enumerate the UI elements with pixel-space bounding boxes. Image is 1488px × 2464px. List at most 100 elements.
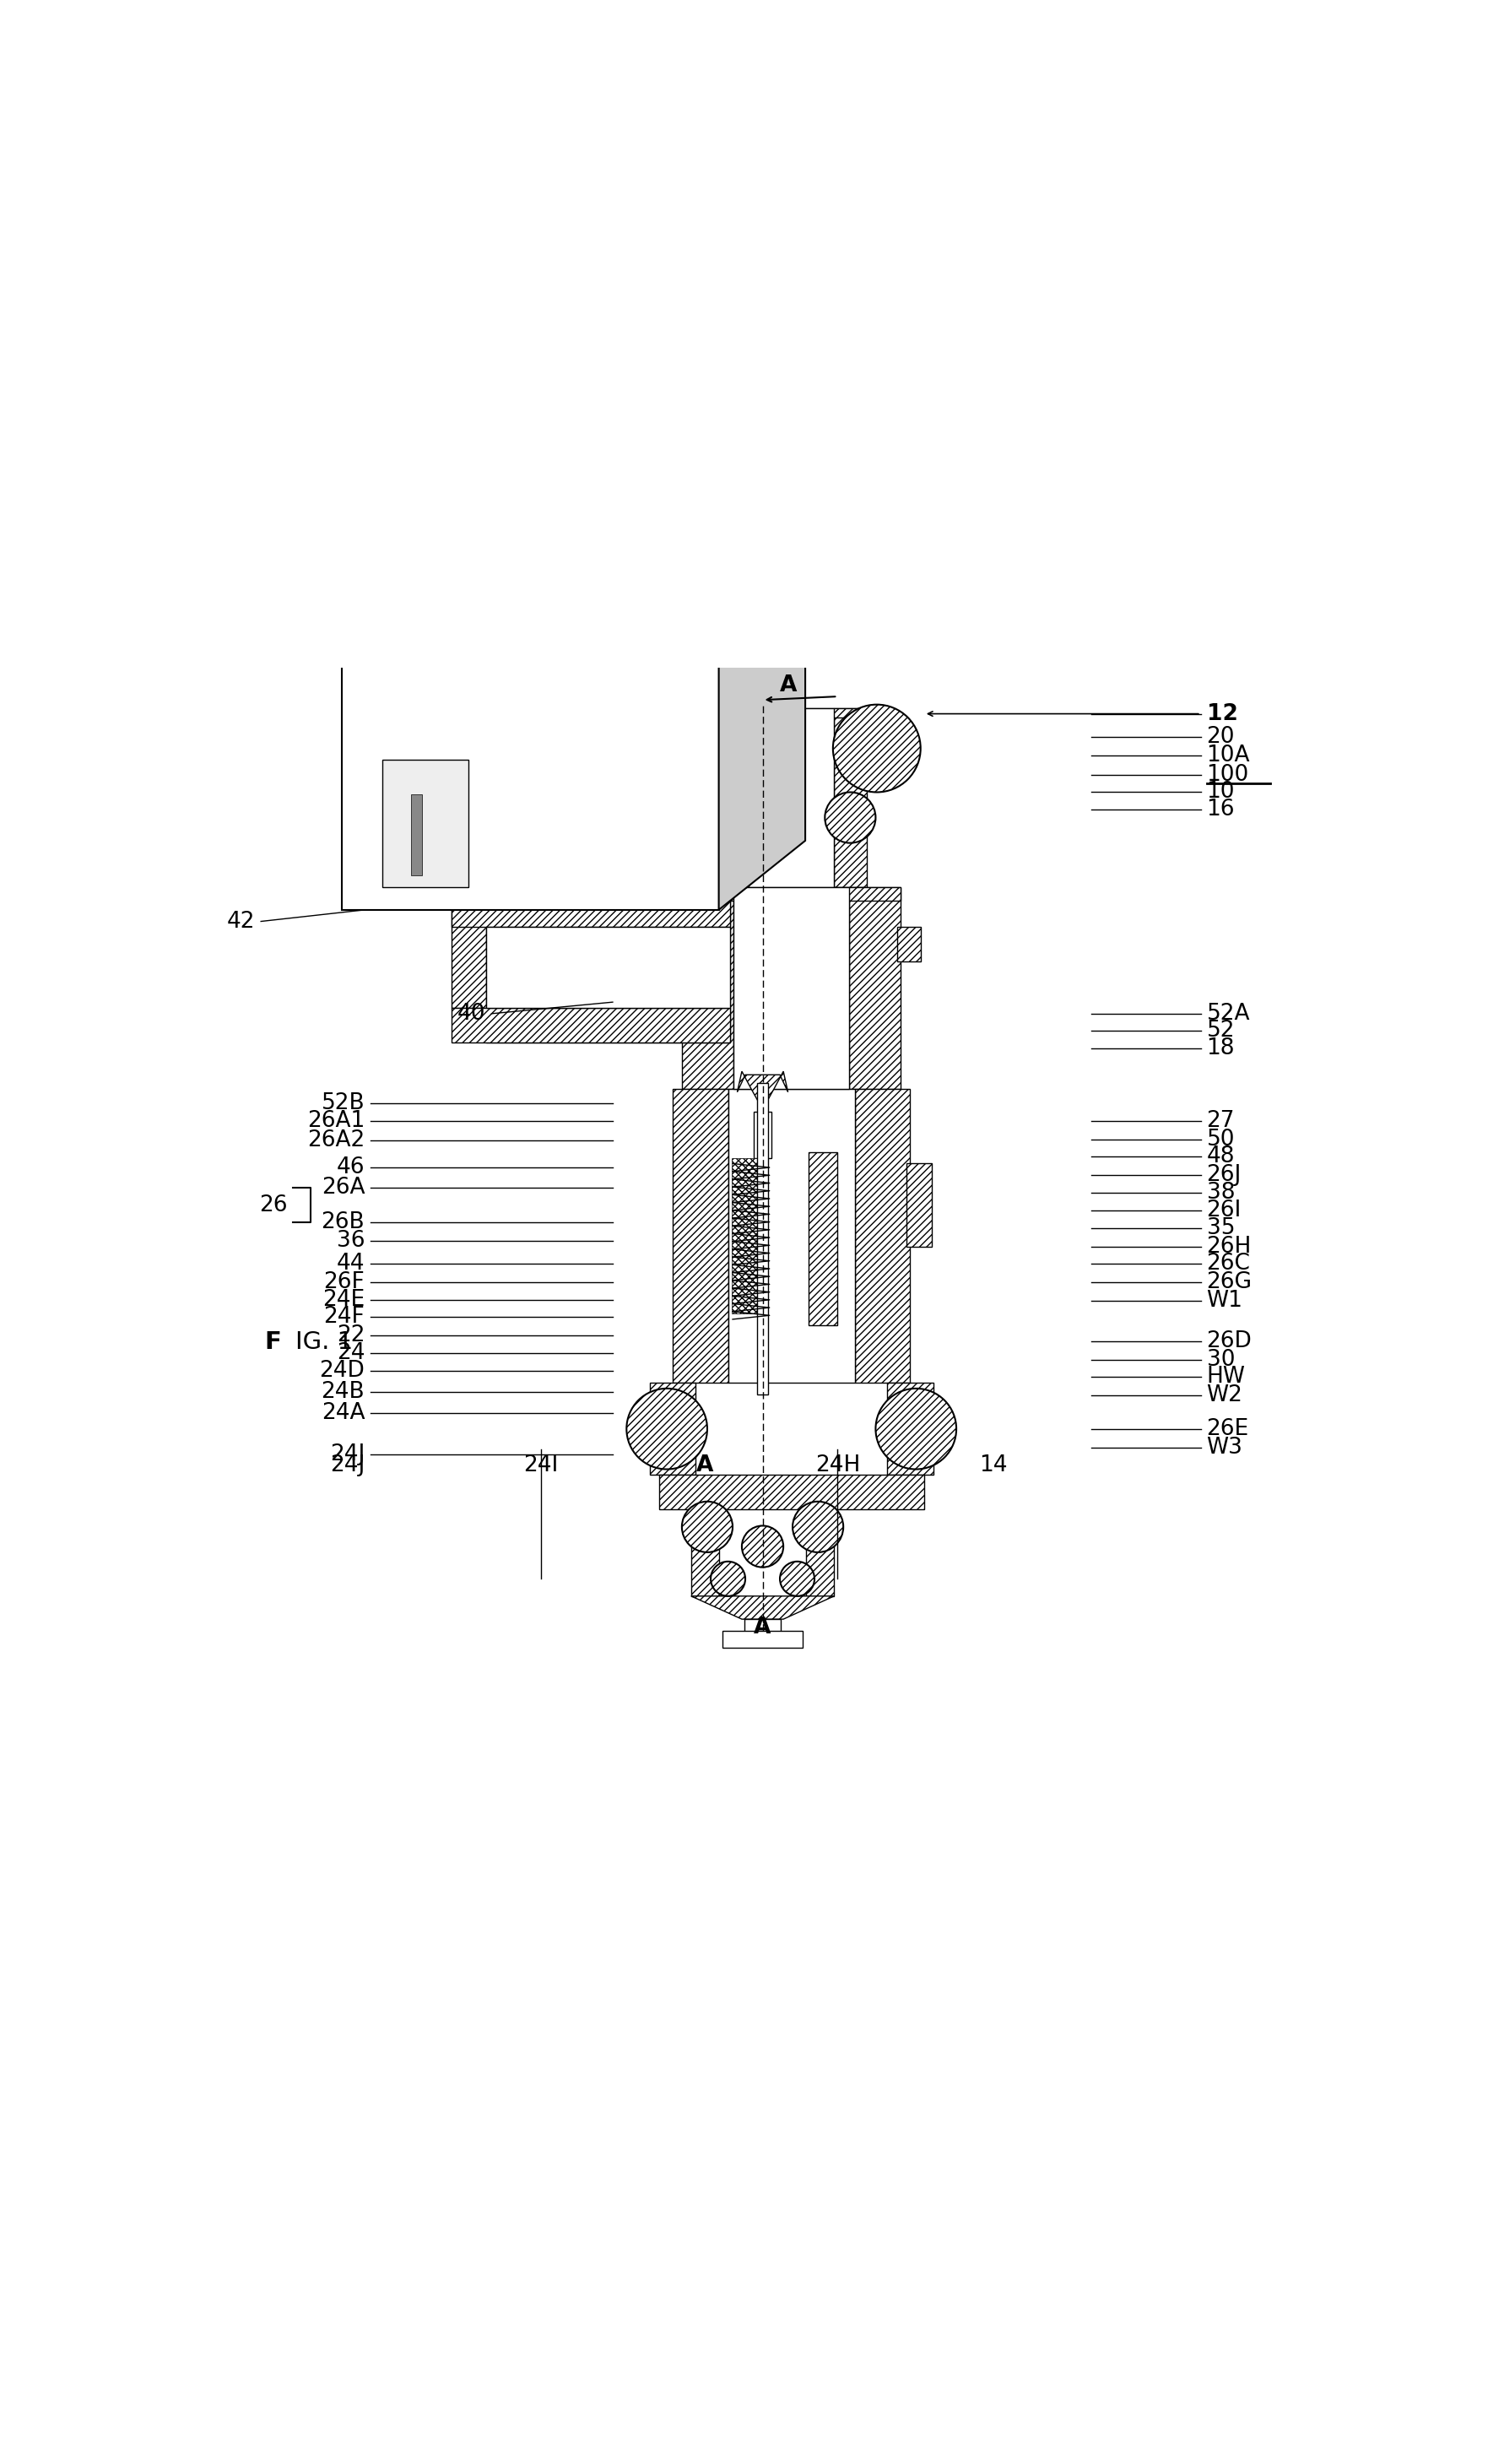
Text: 26C: 26C (1207, 1254, 1250, 1274)
Text: W1: W1 (1207, 1289, 1242, 1311)
Circle shape (682, 1501, 732, 1552)
Text: 24E: 24E (323, 1289, 365, 1311)
Text: F: F (265, 1331, 281, 1355)
Circle shape (875, 1390, 957, 1469)
Text: 24A: 24A (321, 1402, 365, 1424)
Polygon shape (690, 1597, 835, 1619)
Bar (717, 707, 866, 717)
Bar (728, 1089, 856, 1382)
Bar (451, 1008, 731, 1042)
Text: A: A (780, 675, 796, 697)
Text: 20: 20 (1207, 727, 1235, 747)
Circle shape (662, 705, 750, 793)
Text: A: A (754, 1616, 771, 1639)
Text: 14: 14 (979, 1454, 1007, 1476)
Text: 26A2: 26A2 (307, 1129, 365, 1151)
Text: 30: 30 (1207, 1348, 1235, 1370)
Circle shape (780, 1562, 814, 1597)
Bar (411, 793, 423, 875)
Bar (757, 1082, 768, 1395)
Text: 22: 22 (336, 1326, 365, 1345)
Text: 16: 16 (1207, 798, 1235, 821)
Text: 46: 46 (336, 1156, 365, 1178)
Text: 27: 27 (1207, 1109, 1235, 1131)
Circle shape (824, 793, 875, 843)
Text: 48: 48 (1207, 1146, 1235, 1168)
Text: HW: HW (1207, 1365, 1245, 1387)
Bar (382, 759, 469, 887)
Text: 52A: 52A (1207, 1003, 1250, 1025)
Bar (806, 1510, 835, 1597)
Text: 26: 26 (259, 1195, 287, 1217)
Text: 26B: 26B (321, 1212, 365, 1234)
Text: W3: W3 (1207, 1437, 1242, 1459)
Text: 38: 38 (1207, 1180, 1235, 1202)
Bar (809, 1153, 838, 1326)
Circle shape (833, 705, 921, 793)
Text: 26I: 26I (1207, 1200, 1241, 1222)
Text: 36: 36 (336, 1230, 365, 1252)
Bar (696, 707, 717, 776)
Bar (722, 1631, 804, 1648)
Bar (682, 887, 902, 902)
Bar (906, 1163, 931, 1247)
Text: 44: 44 (336, 1254, 365, 1274)
Text: 24J: 24J (330, 1444, 365, 1466)
Bar (682, 887, 734, 1089)
Text: 26G: 26G (1207, 1271, 1253, 1294)
Text: 52: 52 (1207, 1020, 1235, 1042)
Text: 26D: 26D (1207, 1331, 1251, 1353)
Circle shape (793, 1501, 844, 1552)
Bar (734, 887, 850, 1089)
Bar (659, 1476, 924, 1510)
Bar (673, 1089, 728, 1382)
Text: IG. 1: IG. 1 (296, 1331, 353, 1355)
Bar (732, 1158, 760, 1313)
Circle shape (743, 1525, 783, 1567)
Text: 26J: 26J (1207, 1163, 1241, 1185)
Bar (744, 1619, 781, 1634)
Bar (856, 1089, 911, 1382)
Text: 50: 50 (1207, 1129, 1235, 1151)
Bar (485, 892, 731, 1042)
Bar (850, 887, 902, 1089)
Bar (690, 1510, 719, 1597)
Text: 26E: 26E (1207, 1417, 1248, 1439)
Bar (835, 707, 866, 887)
Text: 42: 42 (226, 909, 256, 931)
Bar (866, 707, 887, 776)
Circle shape (707, 793, 757, 843)
Bar (485, 926, 731, 1008)
Text: 40: 40 (457, 1003, 485, 1025)
Text: 10: 10 (1207, 781, 1235, 803)
Bar (451, 892, 485, 1008)
Text: 18: 18 (1207, 1037, 1235, 1060)
Text: 52B: 52B (321, 1092, 365, 1114)
Bar (748, 707, 835, 887)
Bar (451, 892, 731, 926)
Text: 26A: 26A (321, 1178, 365, 1200)
Text: 24F: 24F (323, 1306, 365, 1328)
Circle shape (626, 1390, 707, 1469)
Polygon shape (342, 577, 805, 646)
Bar (753, 1111, 772, 1158)
Bar (650, 1382, 696, 1476)
Bar (897, 926, 921, 961)
Text: 12: 12 (1207, 702, 1238, 724)
Text: 26H: 26H (1207, 1234, 1251, 1257)
Text: 24I: 24I (524, 1454, 558, 1476)
Polygon shape (737, 1072, 789, 1109)
Text: 26F: 26F (323, 1271, 365, 1294)
Text: 24B: 24B (321, 1380, 365, 1402)
Polygon shape (342, 646, 719, 909)
Bar (887, 1382, 933, 1476)
Text: 100: 100 (1207, 764, 1248, 786)
Text: 35: 35 (1207, 1217, 1235, 1239)
Text: W2: W2 (1207, 1385, 1242, 1407)
Polygon shape (719, 577, 805, 909)
Text: A: A (696, 1454, 714, 1476)
Bar (717, 707, 748, 887)
Text: 26A1: 26A1 (307, 1109, 365, 1131)
Text: 24D: 24D (320, 1360, 365, 1382)
Text: 24H: 24H (815, 1454, 860, 1476)
